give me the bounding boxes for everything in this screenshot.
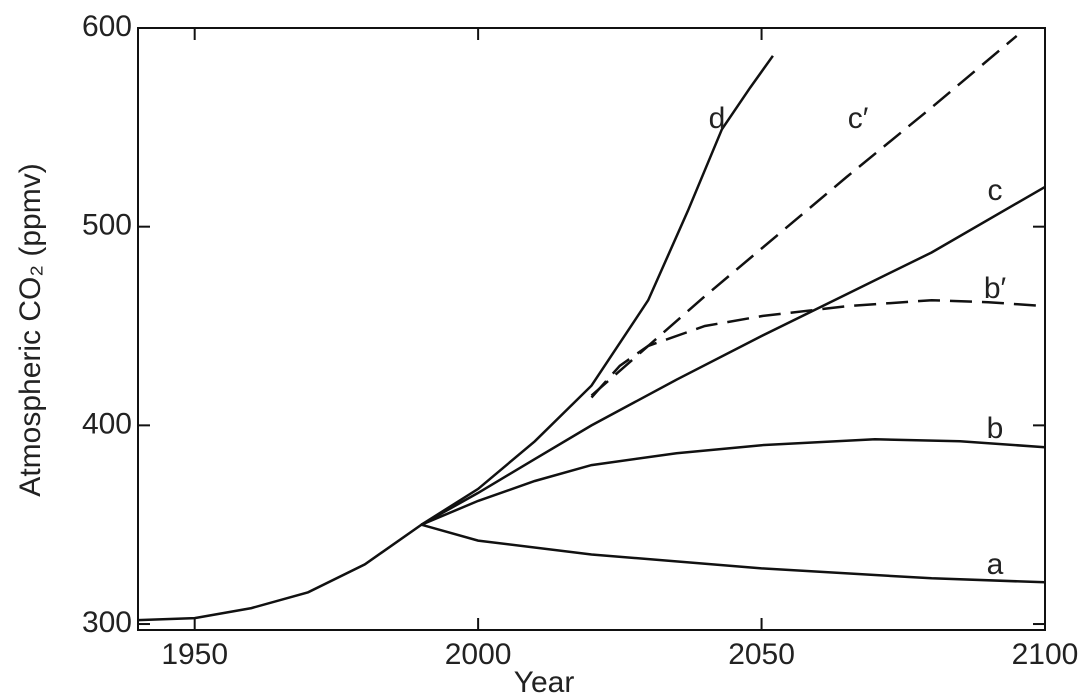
y-tick-label: 500 <box>82 209 132 242</box>
series-label: a <box>987 548 1004 581</box>
series-line <box>137 523 1046 622</box>
y-tick-label: 300 <box>82 606 132 639</box>
plot-frame <box>137 27 1046 631</box>
series-line <box>420 185 1046 526</box>
x-tick-label: 1950 <box>161 638 228 671</box>
x-tick-label: 2050 <box>728 638 795 671</box>
series-line <box>590 298 1046 399</box>
x-tick-label: 2000 <box>445 638 512 671</box>
series-label: d <box>709 102 726 135</box>
series-line <box>420 438 1046 526</box>
x-tick-label: 2100 <box>1012 638 1079 671</box>
x-axis-label: Year <box>514 666 575 698</box>
series-label: b <box>987 412 1004 445</box>
series-line <box>590 34 1018 397</box>
series-label: b′ <box>984 272 1007 305</box>
series-line <box>420 55 774 526</box>
y-tick-label: 600 <box>82 10 132 43</box>
y-tick-label: 400 <box>82 407 132 440</box>
y-axis-label: Atmospheric CO₂ (ppmv) <box>14 163 47 496</box>
series-label: c <box>988 174 1003 207</box>
series-label: c′ <box>848 102 869 135</box>
